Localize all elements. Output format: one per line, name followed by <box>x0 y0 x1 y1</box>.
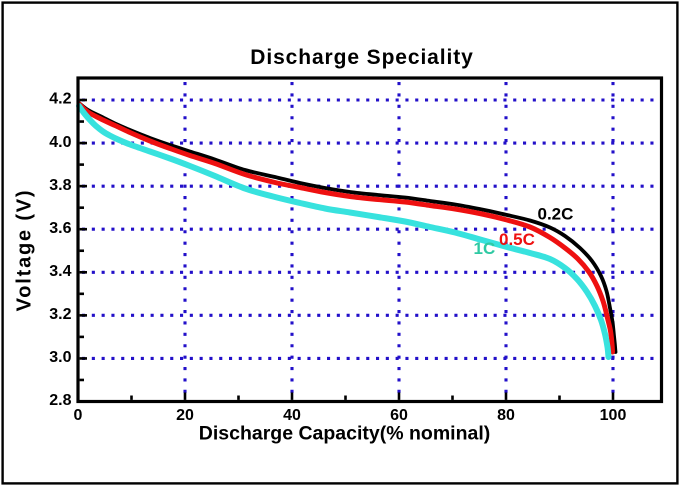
svg-text:3.0: 3.0 <box>49 349 71 366</box>
svg-text:20: 20 <box>176 407 194 424</box>
svg-text:60: 60 <box>390 407 408 424</box>
svg-text:3.4: 3.4 <box>49 263 71 280</box>
svg-text:2.8: 2.8 <box>49 392 71 409</box>
svg-text:100: 100 <box>600 407 627 424</box>
svg-text:1C: 1C <box>474 239 496 258</box>
svg-text:Discharge Speciality: Discharge Speciality <box>250 46 473 69</box>
svg-text:80: 80 <box>497 407 515 424</box>
svg-text:3.8: 3.8 <box>49 177 71 194</box>
svg-text:4.2: 4.2 <box>49 91 71 108</box>
svg-text:3.2: 3.2 <box>49 306 71 323</box>
svg-text:3.6: 3.6 <box>49 220 71 237</box>
svg-text:40: 40 <box>283 407 301 424</box>
svg-text:4.0: 4.0 <box>49 134 71 151</box>
svg-text:Discharge Capacity(% nominal): Discharge Capacity(% nominal) <box>199 423 491 445</box>
svg-text:Voltage (V): Voltage (V) <box>14 189 36 312</box>
svg-text:0.2C: 0.2C <box>538 205 574 224</box>
svg-text:0: 0 <box>74 407 83 424</box>
svg-text:0.5C: 0.5C <box>499 230 535 249</box>
